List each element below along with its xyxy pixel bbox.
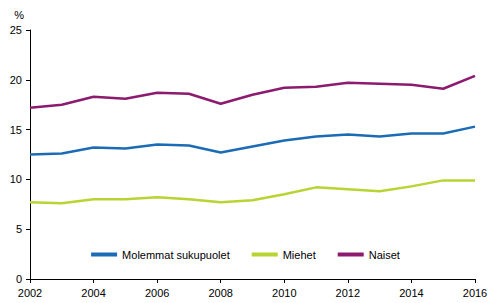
svg-text:2006: 2006 — [145, 287, 169, 299]
svg-text:2014: 2014 — [399, 287, 423, 299]
svg-text:2004: 2004 — [81, 287, 105, 299]
svg-text:20: 20 — [10, 74, 22, 86]
svg-text:15: 15 — [10, 124, 22, 136]
svg-text:5: 5 — [16, 223, 22, 235]
svg-text:0: 0 — [16, 273, 22, 285]
svg-text:2016: 2016 — [463, 287, 487, 299]
svg-text:25: 25 — [10, 24, 22, 36]
svg-text:%: % — [14, 9, 24, 21]
svg-text:2010: 2010 — [272, 287, 296, 299]
svg-text:10: 10 — [10, 173, 22, 185]
svg-text:Molemmat sukupuolet: Molemmat sukupuolet — [122, 249, 230, 261]
svg-text:2002: 2002 — [18, 287, 42, 299]
svg-text:Miehet: Miehet — [283, 249, 316, 261]
svg-text:2008: 2008 — [208, 287, 232, 299]
svg-text:Naiset: Naiset — [369, 249, 400, 261]
svg-text:2012: 2012 — [336, 287, 360, 299]
